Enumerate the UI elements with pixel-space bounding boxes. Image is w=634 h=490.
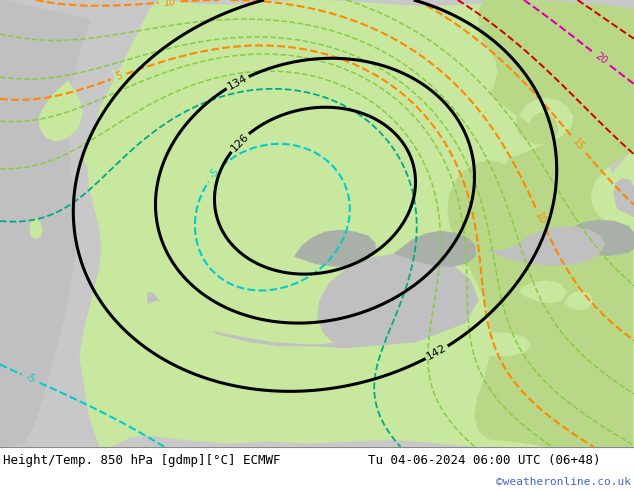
Polygon shape — [85, 70, 124, 179]
Polygon shape — [90, 300, 215, 347]
Text: Height/Temp. 850 hPa [gdmp][°C] ECMWF: Height/Temp. 850 hPa [gdmp][°C] ECMWF — [3, 454, 281, 467]
Polygon shape — [0, 0, 634, 447]
Text: Tu 04-06-2024 06:00 UTC (06+48): Tu 04-06-2024 06:00 UTC (06+48) — [368, 454, 600, 467]
Polygon shape — [565, 291, 592, 310]
Polygon shape — [0, 0, 90, 447]
Text: -5: -5 — [24, 372, 37, 385]
Text: ©weatheronline.co.uk: ©weatheronline.co.uk — [496, 477, 631, 487]
Text: -5: -5 — [208, 167, 222, 181]
Polygon shape — [605, 149, 634, 447]
Polygon shape — [55, 81, 80, 131]
Polygon shape — [614, 179, 634, 217]
Text: 126: 126 — [229, 131, 250, 153]
Text: 5: 5 — [114, 71, 124, 82]
Polygon shape — [488, 227, 604, 265]
Polygon shape — [455, 333, 530, 356]
Polygon shape — [550, 220, 634, 255]
Polygon shape — [520, 281, 566, 303]
Polygon shape — [148, 253, 478, 347]
Polygon shape — [395, 231, 475, 266]
Text: 134: 134 — [226, 73, 249, 92]
Polygon shape — [448, 0, 634, 447]
Polygon shape — [30, 219, 42, 238]
Text: 15: 15 — [571, 136, 586, 152]
Text: 142: 142 — [425, 343, 448, 362]
Text: 10: 10 — [163, 0, 176, 7]
Text: 10: 10 — [534, 211, 548, 226]
Polygon shape — [295, 230, 375, 266]
Polygon shape — [270, 0, 450, 129]
Polygon shape — [40, 81, 82, 141]
Text: 20: 20 — [593, 51, 609, 66]
Polygon shape — [80, 0, 634, 447]
